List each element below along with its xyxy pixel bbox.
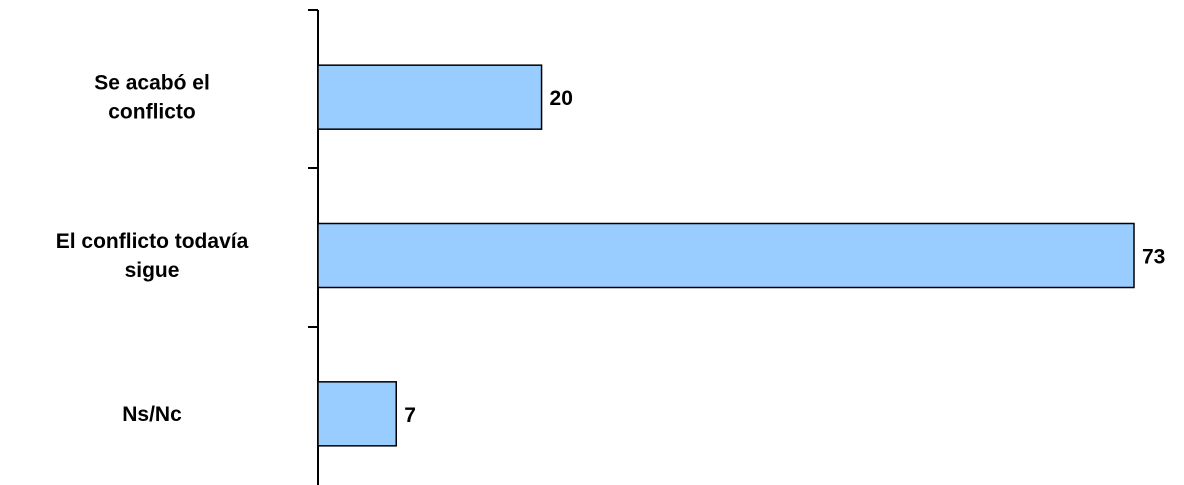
category-label: Ns/Nc [122, 403, 182, 426]
bar [317, 64, 543, 130]
bar [317, 222, 1135, 289]
axis-layer [308, 9, 319, 485]
labels-layer: 20 Se acabó el conflicto 73 El conflicto tod… [56, 72, 1166, 427]
value-label: 73 [1142, 246, 1165, 269]
category-label: El conflicto todavía sigue [56, 230, 249, 282]
category-label: Se acabó el conflicto [94, 72, 210, 124]
category-label-line: El conflicto todavía [56, 230, 249, 253]
category-label-line: conflicto [108, 101, 196, 124]
value-label: 7 [404, 404, 416, 427]
bar [317, 381, 397, 447]
bars-layer [317, 64, 1135, 447]
category-label-line: sigue [125, 259, 180, 282]
category-label-line: Ns/Nc [122, 403, 182, 426]
value-label: 20 [550, 87, 573, 110]
category-label-line: Se acabó el [94, 72, 210, 95]
